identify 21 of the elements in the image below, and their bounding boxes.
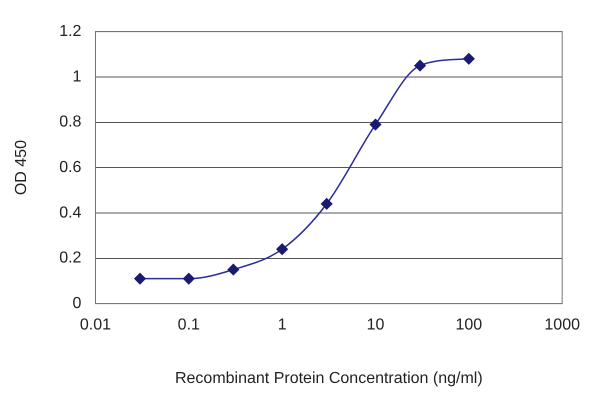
- x-tick-label: 1: [278, 316, 287, 334]
- point: [228, 264, 240, 276]
- y-axis-title: OD 450: [13, 140, 30, 196]
- point: [134, 272, 146, 284]
- y-tick-label: 1: [72, 68, 82, 86]
- x-tick-label: 10: [366, 316, 384, 334]
- x-tick-label: 0.1: [178, 316, 200, 334]
- y-tick-label: 0.2: [59, 250, 82, 267]
- x-tick-label: 100: [456, 316, 482, 334]
- y-tick-label: 1.2: [59, 23, 82, 40]
- y-tick-label: 0.4: [59, 204, 82, 222]
- y-tick-label: 0: [72, 295, 82, 312]
- y-tick-label: 0.6: [59, 159, 82, 176]
- point: [370, 118, 382, 130]
- x-tick-label: 1000: [544, 316, 580, 334]
- y-tick-label: 0.8: [59, 114, 82, 131]
- point: [463, 53, 475, 65]
- x-tick-label: 0.01: [80, 316, 112, 334]
- point: [320, 198, 332, 210]
- x-axis-title: Recombinant Protein Concentration (ng/ml): [174, 370, 483, 387]
- point: [276, 243, 288, 255]
